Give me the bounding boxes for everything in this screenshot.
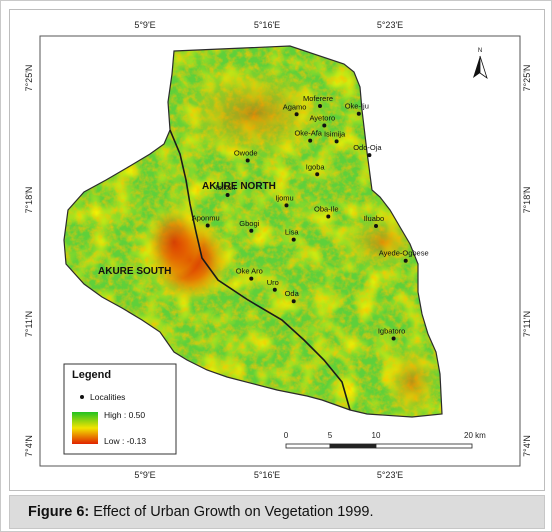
locality-label: Oke-Afa [294, 129, 322, 138]
locality-point [374, 224, 378, 228]
locality-point [205, 223, 210, 228]
locality-label: Oba-Ile [314, 205, 339, 214]
locality-point [315, 172, 320, 177]
left-tick-label: 7°11'N [24, 311, 34, 337]
locality-point [322, 123, 327, 128]
legend-high-label: High : 0.50 [104, 410, 145, 420]
scale-tick-label: 10 [372, 431, 381, 440]
locality-label: Igoba [306, 162, 326, 171]
locality-label: Ijomu [275, 193, 293, 202]
scale-tick-label: 5 [328, 431, 333, 440]
locality-label: Oke Aro [236, 267, 263, 276]
locality-point [356, 111, 361, 116]
locality-label: Odo-Oja [353, 143, 382, 152]
caption-bar: Figure 6: Effect of Urban Growth on Vege… [9, 495, 545, 529]
locality-point [294, 112, 299, 117]
north-label: N [478, 48, 482, 54]
bottom-tick-label: 5°9'E [134, 470, 155, 480]
study-area-boundary [63, 45, 443, 418]
locality-point [318, 104, 322, 108]
right-tick-label: 7°11'N [522, 311, 532, 337]
north-arrow-icon: N [473, 48, 488, 80]
locality-label: Ayede-Ogbese [379, 249, 429, 258]
locality-label: Aponmu [192, 214, 220, 223]
locality-label: Owode [234, 149, 258, 158]
region-label-akure-south: AKURE SOUTH [98, 266, 171, 277]
left-tick-labels: 7°25'N 7°18'N 7°11'N 7°4'N [24, 65, 34, 457]
caption-label: Figure 6: [28, 504, 90, 520]
locality-label: Oke-Iju [345, 102, 369, 111]
right-tick-label: 7°4'N [522, 435, 532, 457]
locality-label: Moferere [303, 94, 333, 103]
locality-label: Lisa [285, 228, 300, 237]
legend: Legend Localities High : 0.50 Low : -0.1… [63, 363, 177, 455]
locality-point [326, 214, 331, 219]
locality-point [291, 237, 296, 242]
scale-tick-label: 0 [284, 431, 289, 440]
locality-point [391, 336, 396, 341]
locality-label: Ayetoro [309, 114, 335, 123]
locality-point [225, 193, 230, 197]
locality-label: Gbogi [239, 219, 259, 228]
bottom-tick-label: 5°16'E [254, 470, 280, 480]
locality-point [367, 153, 372, 158]
scale-bar: 0 5 10 20 km [284, 431, 486, 449]
locality-label: Iluabo [364, 214, 384, 223]
locality-label: Oda [285, 289, 300, 298]
right-tick-labels: 7°25'N 7°18'N 7°11'N 7°4'N [522, 65, 532, 457]
legend-color-ramp [72, 412, 98, 444]
locality-point [272, 287, 277, 292]
map-svg: 5°9'E 5°16'E 5°23'E 5°9'E 5°16'E 5°23'E … [24, 20, 532, 480]
locality-label: Isikan [216, 183, 236, 192]
top-tick-label: 5°9'E [134, 20, 155, 30]
left-tick-label: 7°25'N [24, 65, 34, 92]
locality-point [249, 228, 254, 233]
legend-low-label: Low : -0.13 [104, 436, 146, 446]
legend-localities-label: Localities [90, 392, 125, 402]
scale-tick-label: 20 km [464, 431, 486, 440]
locality-point [284, 203, 289, 208]
locality-point [334, 139, 339, 144]
top-tick-labels: 5°9'E 5°16'E 5°23'E [134, 20, 403, 30]
locality-point [403, 258, 408, 263]
locality-label: Agamo [283, 102, 307, 111]
bottom-tick-label: 5°23'E [377, 470, 403, 480]
locality-point [245, 158, 250, 163]
locality-label: Uro [267, 278, 279, 287]
lga-boundary [169, 129, 351, 411]
figure-caption: Figure 6: Effect of Urban Growth on Vege… [28, 504, 374, 520]
left-tick-label: 7°4'N [24, 435, 34, 457]
right-tick-label: 7°25'N [522, 65, 532, 92]
top-tick-label: 5°16'E [254, 20, 280, 30]
region-label-akure-north: AKURE NORTH [202, 181, 276, 192]
locality-point [291, 299, 296, 304]
right-tick-label: 7°18'N [522, 187, 532, 214]
locality-label: Isimija [324, 129, 346, 138]
legend-title: Legend [72, 369, 111, 381]
map-panel: 5°9'E 5°16'E 5°23'E 5°9'E 5°16'E 5°23'E … [9, 9, 545, 491]
bottom-tick-labels: 5°9'E 5°16'E 5°23'E [134, 470, 403, 480]
caption-text: Effect of Urban Growth on Vegetation 199… [89, 504, 374, 520]
locality-label: Igbatoro [378, 327, 406, 336]
top-tick-label: 5°23'E [377, 20, 403, 30]
locality-dot-icon [80, 395, 84, 399]
locality-point [308, 138, 313, 143]
locality-point [249, 276, 254, 281]
left-tick-label: 7°18'N [24, 187, 34, 214]
